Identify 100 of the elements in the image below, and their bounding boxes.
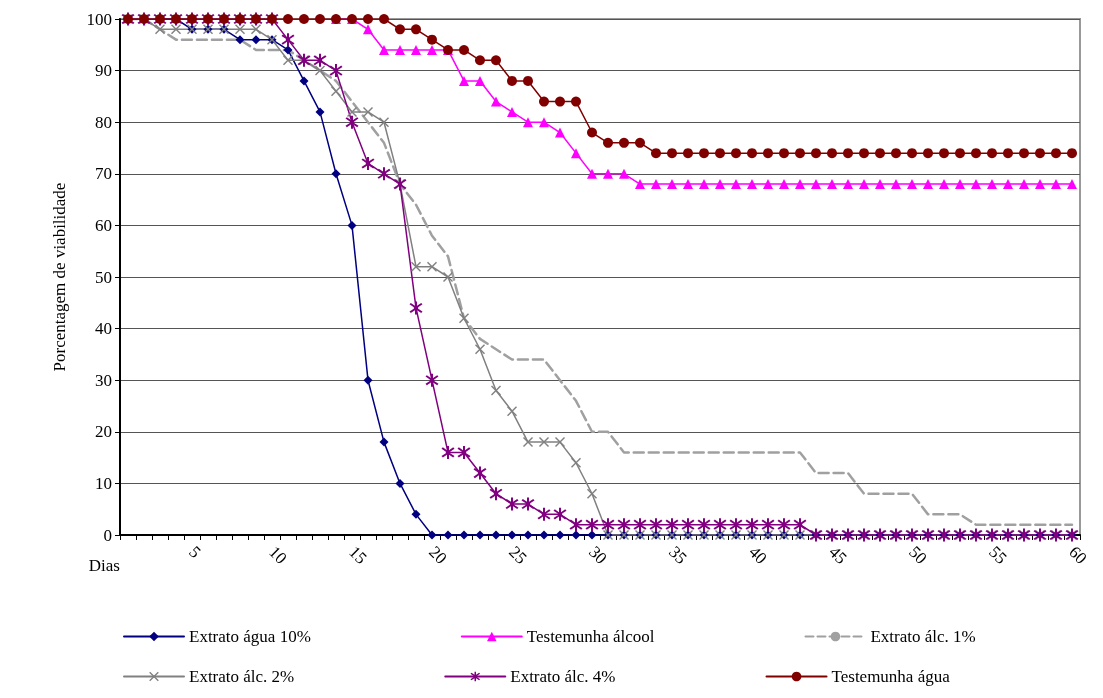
point xyxy=(811,179,821,190)
legend-label: Testemunha álcool xyxy=(526,627,655,646)
point xyxy=(555,530,565,540)
point xyxy=(539,96,549,107)
point xyxy=(521,497,535,511)
point xyxy=(409,301,423,315)
point xyxy=(379,14,389,24)
point xyxy=(1003,179,1013,190)
x-tick-label: 20 xyxy=(425,542,451,568)
point xyxy=(603,137,613,148)
y-axis-title: Porcentagem de viabilidade xyxy=(50,182,69,372)
point xyxy=(491,55,501,66)
point xyxy=(585,518,599,532)
point xyxy=(1019,179,1029,190)
point xyxy=(155,24,165,35)
point xyxy=(571,457,581,468)
point xyxy=(859,179,869,190)
point xyxy=(1067,179,1077,190)
point xyxy=(411,261,421,272)
point xyxy=(587,127,597,138)
point xyxy=(427,44,437,55)
point xyxy=(571,530,581,540)
x-tick-label: 40 xyxy=(745,542,771,568)
y-tick-label: 90 xyxy=(95,61,112,81)
point xyxy=(667,179,677,190)
x-tick-label: 35 xyxy=(665,542,691,568)
x-tick-label: 30 xyxy=(585,542,611,568)
point xyxy=(1067,148,1077,159)
point xyxy=(779,148,789,159)
x-axis-title: Dias xyxy=(88,556,120,575)
point xyxy=(411,509,421,519)
y-tick-label: 20 xyxy=(95,422,112,442)
point xyxy=(923,179,933,190)
y-tick-label: 50 xyxy=(95,267,112,287)
point xyxy=(315,65,325,76)
point xyxy=(633,518,647,532)
point xyxy=(363,14,373,24)
point xyxy=(251,24,261,35)
point xyxy=(361,156,375,170)
point xyxy=(331,169,341,179)
point xyxy=(859,148,869,159)
point xyxy=(827,179,837,190)
point xyxy=(955,148,965,159)
point xyxy=(923,148,933,159)
point xyxy=(459,313,469,324)
y-tick-label: 40 xyxy=(95,319,112,339)
point xyxy=(875,179,885,190)
point xyxy=(651,179,661,190)
point xyxy=(971,179,981,190)
point xyxy=(587,168,597,179)
point xyxy=(747,179,757,190)
point xyxy=(601,518,615,532)
point xyxy=(587,530,597,540)
point xyxy=(651,148,661,159)
point xyxy=(619,168,629,179)
point xyxy=(539,437,549,448)
point xyxy=(377,167,391,181)
point xyxy=(507,406,517,417)
point xyxy=(411,44,421,55)
point xyxy=(379,44,389,55)
point xyxy=(763,148,773,159)
legend-label: Extrato água 10% xyxy=(189,627,311,646)
point xyxy=(331,86,341,97)
y-tick-label: 80 xyxy=(95,112,112,132)
point xyxy=(363,106,373,117)
y-tick-label: 100 xyxy=(86,9,112,29)
x-tick-label: 5 xyxy=(185,542,205,562)
point xyxy=(425,373,439,387)
point xyxy=(667,148,677,159)
point xyxy=(457,445,471,459)
point xyxy=(395,44,405,55)
point xyxy=(683,179,693,190)
point xyxy=(683,148,693,159)
point xyxy=(283,55,293,66)
point xyxy=(891,179,901,190)
legend-label: Testemunha água xyxy=(831,667,951,686)
point xyxy=(587,488,597,499)
point xyxy=(491,530,501,540)
point xyxy=(811,148,821,159)
point xyxy=(459,530,469,540)
point xyxy=(299,76,309,86)
point xyxy=(553,507,567,521)
x-tick-label: 45 xyxy=(825,542,851,568)
x-tick-label: 10 xyxy=(265,542,291,568)
y-tick-label: 70 xyxy=(95,164,112,184)
point xyxy=(731,179,741,190)
point xyxy=(715,148,725,159)
point xyxy=(489,487,503,501)
point xyxy=(283,45,293,55)
point xyxy=(443,530,453,540)
point xyxy=(715,179,725,190)
point xyxy=(379,437,389,447)
point xyxy=(315,14,325,24)
point xyxy=(779,179,789,190)
point xyxy=(681,518,695,532)
point xyxy=(635,137,645,148)
point xyxy=(539,530,549,540)
point xyxy=(443,272,453,282)
point xyxy=(827,148,837,159)
point xyxy=(745,518,759,532)
